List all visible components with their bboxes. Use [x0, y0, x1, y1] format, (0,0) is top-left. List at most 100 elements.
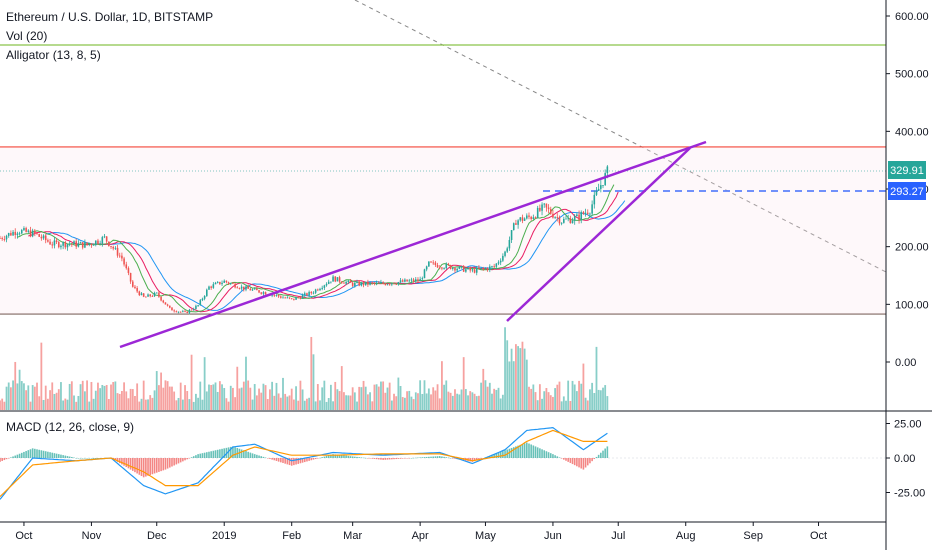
volume-bar — [151, 397, 154, 410]
macd-histogram-bar — [475, 458, 478, 461]
volume-bar — [447, 391, 450, 410]
candle-body — [510, 230, 513, 240]
macd-histogram-bar — [414, 457, 417, 459]
macd-histogram-bar — [312, 458, 315, 460]
candle-body — [29, 230, 32, 237]
macd-histogram-bar — [523, 443, 526, 458]
candle-body — [201, 298, 204, 301]
volume-bar — [236, 366, 239, 410]
volume-bar — [292, 399, 295, 410]
price-tick-label: 0.00 — [895, 357, 916, 369]
macd-histogram-bar — [573, 458, 576, 466]
candle-body — [354, 282, 356, 286]
macd-histogram-bar — [512, 447, 515, 458]
macd-histogram-bar — [234, 447, 236, 458]
candle-body — [219, 281, 221, 285]
macd-histogram-bar — [332, 454, 334, 458]
level-price-badge: 293.27 — [888, 182, 926, 200]
candle-body — [192, 309, 195, 310]
volume-bar — [168, 386, 171, 410]
candle-body — [271, 294, 273, 296]
candle-body — [18, 233, 21, 235]
symbol-legend[interactable]: Ethereum / U.S. Dollar, 1D, BITSTAMP — [6, 10, 214, 24]
volume-bar — [258, 388, 260, 410]
candle-body — [223, 280, 226, 283]
candle-body — [234, 283, 236, 288]
wedge-lower-trendline[interactable] — [506, 147, 691, 322]
candle-body — [338, 277, 341, 282]
volume-bar — [408, 390, 411, 410]
candle-body — [380, 282, 382, 284]
macd-histogram-bar — [451, 458, 454, 459]
macd-histogram-bar — [12, 456, 14, 458]
macd-histogram-bar — [47, 451, 49, 458]
volume-bar — [541, 398, 543, 410]
volume-bar — [70, 381, 73, 410]
volume-bar — [464, 389, 467, 410]
volume-bar — [382, 381, 385, 410]
volume-bar — [92, 398, 95, 410]
macd-histogram-bar — [271, 458, 273, 460]
candlesticks — [0, 165, 609, 315]
macd-histogram-bar — [401, 458, 404, 459]
macd-histogram-bar — [606, 446, 609, 458]
volume-bar — [218, 381, 221, 410]
candle-body — [319, 288, 321, 291]
candle-body — [545, 203, 548, 208]
candle-body — [306, 293, 308, 296]
volume-bar — [312, 354, 315, 410]
macd-histogram-bar — [55, 453, 58, 458]
volume-bar — [121, 390, 123, 410]
alligator-legend[interactable]: Alligator (13, 8, 5) — [6, 48, 101, 62]
macd-histogram-bar — [60, 454, 62, 458]
volume-bar — [269, 389, 271, 410]
macd-histogram-bar — [519, 444, 522, 458]
candle-body — [251, 289, 254, 291]
macd-histogram-bar — [127, 458, 130, 469]
macd-histogram-bar — [576, 458, 578, 467]
macd-histogram-bar — [504, 450, 506, 458]
volume-bar — [9, 387, 12, 410]
macd-histogram-bar — [454, 458, 456, 459]
macd-tick-label: 0.00 — [894, 453, 915, 465]
volume-bar — [602, 387, 604, 410]
candle-body — [112, 246, 114, 249]
candle-body — [512, 223, 515, 231]
volume-bar — [395, 396, 398, 410]
time-axis[interactable]: Oct Nov Dec 2019 Feb Mar Apr May Jun Jul Aug Sep Oct — [15, 522, 827, 542]
volume-bar — [512, 361, 515, 410]
volume-bar — [155, 371, 158, 410]
macd-histogram-bar — [495, 453, 498, 458]
time-tick-label: Aug — [676, 530, 696, 542]
macd-axis[interactable]: 25.00 0.00 -25.00 — [886, 419, 925, 500]
candle-body — [347, 280, 350, 282]
volume-bar — [94, 390, 97, 410]
volume-bar — [580, 383, 583, 410]
volume-bar — [497, 387, 500, 410]
candle-body — [51, 244, 54, 246]
macd-histogram-bar — [480, 458, 482, 459]
volume-bar — [229, 385, 232, 410]
volume-legend[interactable]: Vol (20) — [6, 29, 48, 43]
volume-bar — [73, 395, 75, 410]
macd-histogram-bar — [388, 458, 391, 460]
candle-body — [438, 267, 441, 269]
wedge-upper-trendline[interactable] — [119, 140, 707, 349]
macd-histogram-bar — [530, 444, 532, 458]
macd-histogram-bar — [168, 458, 171, 468]
candle-body — [229, 283, 232, 285]
macd-histogram-bar — [338, 454, 341, 458]
candle-body — [186, 311, 189, 313]
macd-histogram-bar — [445, 457, 448, 458]
macd-legend[interactable]: MACD (12, 26, close, 9) — [6, 420, 135, 434]
volume-bar — [195, 393, 197, 410]
macd-histogram-bar — [528, 443, 530, 458]
volume-bar — [506, 340, 509, 410]
candle-body — [86, 242, 88, 245]
volume-bar — [517, 346, 520, 410]
volume-bar — [371, 401, 374, 410]
volume-bar — [473, 393, 476, 410]
volume-bar — [560, 401, 563, 410]
volume-bar — [332, 401, 334, 410]
